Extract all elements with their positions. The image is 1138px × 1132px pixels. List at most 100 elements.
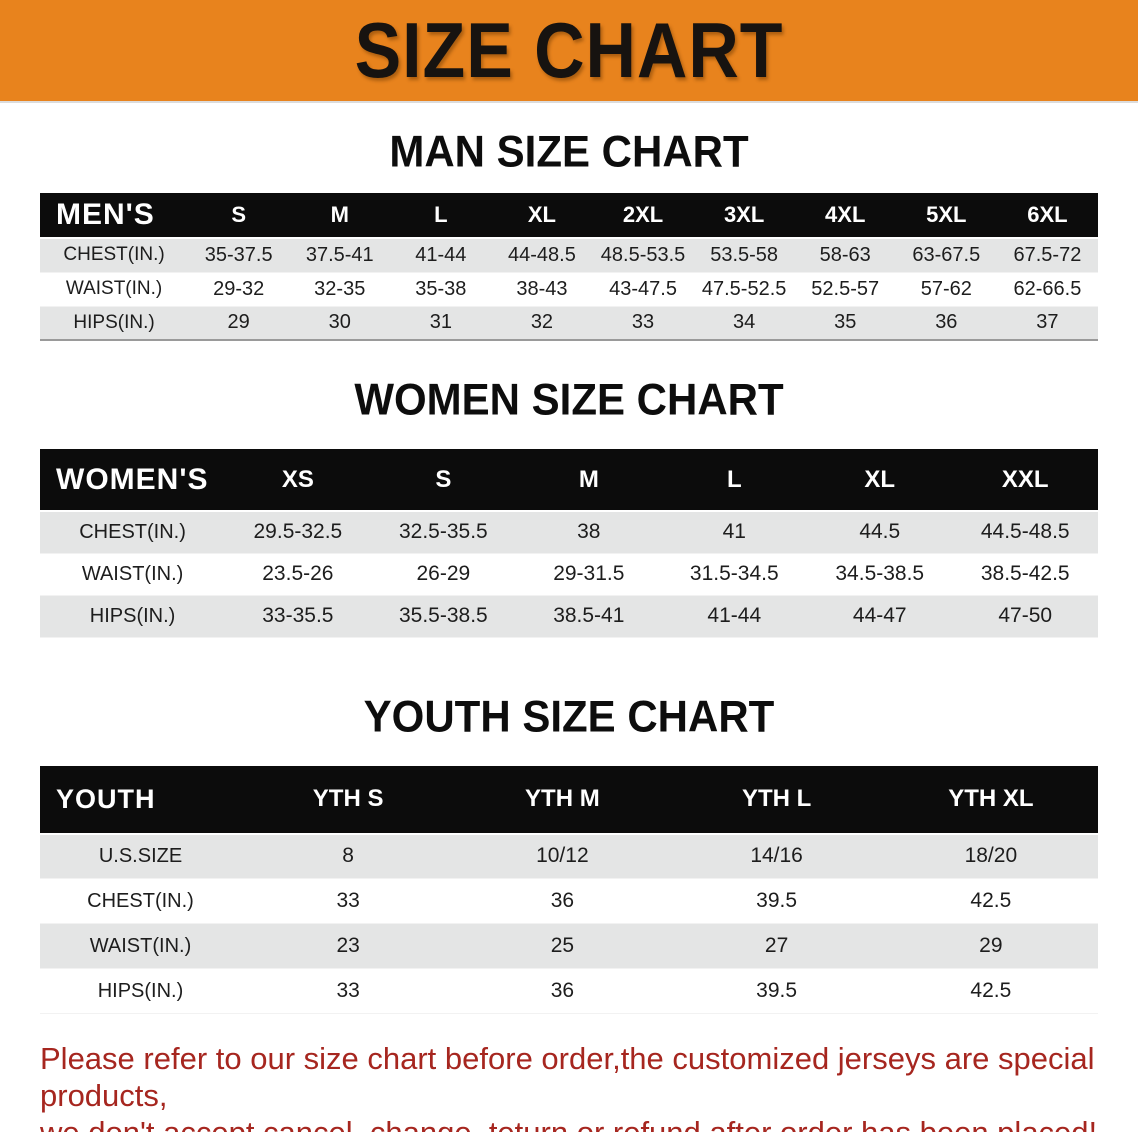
value-cell: 33-35.5 <box>262 604 334 627</box>
column-header: M <box>330 202 349 227</box>
value-cell: 42.5 <box>970 889 1012 912</box>
disclaimer-note: Please refer to our size chart before or… <box>0 1040 1138 1132</box>
table-row: U.S.SIZE 8 10/12 14/16 18/20 <box>40 833 1098 879</box>
women-section-heading: WOMEN SIZE CHART <box>354 374 784 425</box>
value-cell: 33 <box>336 889 360 912</box>
youth-section-heading: YOUTH SIZE CHART <box>363 691 775 741</box>
value-cell: 41 <box>722 520 746 544</box>
women-table-body: CHEST(IN.) 29.5-32.5 32.5-35.5 38 41 44.5 44.5… <box>40 511 1098 637</box>
row-label: CHEST(IN.) <box>63 244 165 266</box>
column-header: 6XL <box>1027 202 1068 227</box>
row-label: U.S.SIZE <box>98 844 183 867</box>
men-table-body: CHEST(IN.) 35-37.5 37.5-41 41-44 44-48.5 48.5… <box>40 238 1098 340</box>
column-header: YTH S <box>312 785 384 812</box>
row-label: WAIST(IN.) <box>65 278 163 299</box>
value-cell: 35.5-38.5 <box>398 604 488 627</box>
value-cell: 32-35 <box>314 277 366 300</box>
value-cell: 8 <box>342 844 354 868</box>
value-cell: 47.5-52.5 <box>701 277 787 300</box>
row-label: HIPS(IN.) <box>97 979 184 1002</box>
table-corner-label: YOUTH <box>56 783 156 814</box>
value-cell: 29-32 <box>213 277 265 300</box>
row-label: WAIST(IN.) <box>89 934 192 957</box>
value-cell: 29 <box>979 934 1003 957</box>
column-header: YTH M <box>525 785 600 812</box>
value-cell: 43-47.5 <box>609 277 677 300</box>
row-label: HIPS(IN.) <box>73 311 155 333</box>
table-row: WAIST(IN.) 29-32 32-35 35-38 38-43 43-47.5 47.… <box>40 272 1098 306</box>
value-cell: 36 <box>550 979 575 1002</box>
value-cell: 29-31.5 <box>553 562 625 585</box>
value-cell: 18/20 <box>964 844 1018 868</box>
value-cell: 27 <box>764 934 789 957</box>
value-cell: 31.5-34.5 <box>689 562 779 585</box>
value-cell: 34.5-38.5 <box>835 562 925 585</box>
value-cell: 52.5-57 <box>811 277 880 300</box>
value-cell: 63-67.5 <box>912 243 981 266</box>
value-cell: 41-44 <box>707 604 762 627</box>
value-cell: 67.5-72 <box>1013 243 1082 266</box>
women-table-header: WOMEN'S XS S M L XL XXL <box>40 449 1098 511</box>
table-corner-label: MEN'S <box>56 198 155 231</box>
value-cell: 32.5-35.5 <box>398 520 488 544</box>
table-row: CHEST(IN.) 35-37.5 37.5-41 41-44 44-48.5 48.5… <box>40 238 1098 272</box>
value-cell: 48.5-53.5 <box>600 243 686 266</box>
table-row: CHEST(IN.) 33 36 39.5 42.5 <box>40 878 1098 924</box>
value-cell: 23 <box>336 934 360 957</box>
value-cell: 38.5-41 <box>553 604 625 627</box>
value-cell: 39.5 <box>756 979 798 1002</box>
column-header: YTH XL <box>948 785 1034 812</box>
column-header: L <box>434 202 448 227</box>
value-cell: 14/16 <box>750 844 803 868</box>
value-cell: 58-63 <box>819 243 871 266</box>
column-header: S <box>231 202 246 227</box>
column-header: 5XL <box>926 202 967 227</box>
value-cell: 39.5 <box>756 889 798 912</box>
column-header: 3XL <box>723 202 765 227</box>
value-cell: 44-48.5 <box>508 243 576 266</box>
value-cell: 35-38 <box>415 277 467 300</box>
youth-table-body: U.S.SIZE 8 10/12 14/16 18/20 CHEST(IN.) 33 36 39… <box>40 833 1098 1014</box>
value-cell: 35-37.5 <box>204 243 273 266</box>
column-header: XXL <box>1001 465 1049 493</box>
value-cell: 34 <box>733 311 756 334</box>
value-cell: 36 <box>935 311 958 334</box>
value-cell: 44.5-48.5 <box>980 520 1070 544</box>
women-size-table: WOMEN'S XS S M L XL XXL CHEST(IN.) 29.5-32.5 32.… <box>40 449 1098 638</box>
column-header: YTH L <box>741 785 812 812</box>
row-label: CHEST(IN.) <box>79 520 186 543</box>
value-cell: 25 <box>550 934 575 957</box>
value-cell: 23.5-26 <box>262 562 334 585</box>
value-cell: 47-50 <box>998 604 1053 627</box>
value-cell: 44.5 <box>859 520 901 544</box>
value-cell: 37 <box>1036 311 1059 334</box>
table-row: HIPS(IN.) 29 30 31 32 33 34 35 36 37 <box>40 306 1098 340</box>
youth-size-table: YOUTH YTH S YTH M YTH L YTH XL U.S.SIZE 8 10/1… <box>40 765 1098 1014</box>
table-corner-label: WOMEN'S <box>56 462 209 496</box>
men-section-heading: MAN SIZE CHART <box>389 126 749 177</box>
men-size-table: MEN'S S M L XL 2XL 3XL 4XL 5XL 6XL CHEST(IN.) 35-3… <box>40 193 1098 341</box>
table-row: HIPS(IN.) 33 36 39.5 42.5 <box>40 968 1098 1014</box>
page-title: SIZE CHART <box>354 7 784 94</box>
value-cell: 37.5-41 <box>305 243 374 266</box>
value-cell: 26-29 <box>416 562 471 585</box>
row-label: HIPS(IN.) <box>89 604 176 627</box>
column-header: XL <box>527 202 556 227</box>
value-cell: 35 <box>834 311 857 334</box>
column-header: M <box>578 465 599 493</box>
table-row: WAIST(IN.) 23.5-26 26-29 29-31.5 31.5-34.5 34… <box>40 553 1098 595</box>
table-row: HIPS(IN.) 33-35.5 35.5-38.5 38.5-41 41-44 44-… <box>40 595 1098 637</box>
column-header: 4XL <box>825 202 866 227</box>
value-cell: 38 <box>577 520 601 544</box>
value-cell: 62-66.5 <box>1013 277 1082 300</box>
value-cell: 38.5-42.5 <box>980 562 1070 585</box>
value-cell: 29 <box>227 311 250 334</box>
value-cell: 57-62 <box>920 277 972 300</box>
disclaimer-line-1: Please refer to our size chart before or… <box>40 1041 1095 1113</box>
value-cell: 36 <box>550 889 575 912</box>
value-cell: 44-47 <box>852 604 907 627</box>
value-cell: 10/12 <box>536 844 589 868</box>
disclaimer-line-2: we don't accept cancel, change, teturn o… <box>40 1114 1108 1132</box>
value-cell: 42.5 <box>970 979 1012 1002</box>
